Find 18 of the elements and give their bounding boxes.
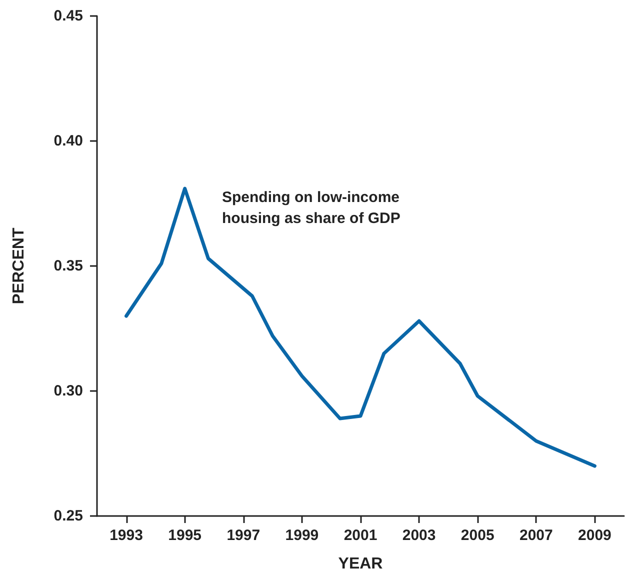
y-tick-label: 0.35: [54, 258, 83, 274]
annotation: Spending on low-income housing as share of GDP: [222, 189, 400, 227]
x-tick-label: 1997: [226, 527, 260, 544]
line-series: [124, 186, 596, 468]
x-axis-title: YEAR: [338, 556, 384, 572]
y-tick-label: 0.45: [54, 8, 83, 24]
y-tick-label: 0.40: [54, 132, 83, 150]
y-tick-label: 0.25: [54, 508, 83, 524]
x-tick-label: 1999: [285, 527, 319, 544]
x-tick-label: 1995: [168, 527, 202, 544]
x-tick-label: 2003: [402, 527, 436, 544]
x-tick-label: 2009: [578, 527, 612, 544]
x-tick-label: 2001: [344, 527, 378, 544]
x-tick-label: 2005: [460, 527, 494, 544]
y-tick-label: 0.30: [54, 382, 83, 400]
x-tick-label: 2007: [519, 527, 553, 544]
y-axis-title: PERCENT: [10, 228, 28, 304]
x-tick-label: 1993: [110, 527, 143, 544]
